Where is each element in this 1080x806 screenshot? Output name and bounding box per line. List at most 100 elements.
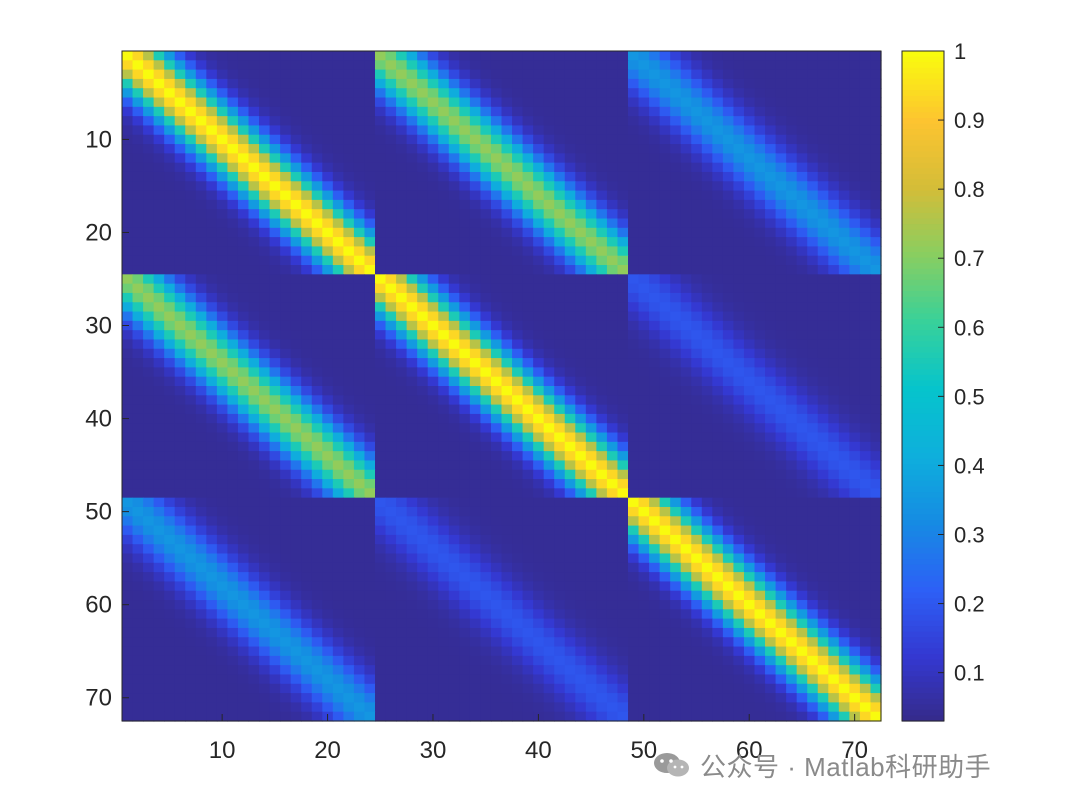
heatmap-cell (290, 460, 302, 471)
heatmap-cell (490, 451, 503, 462)
heatmap-cell (185, 479, 197, 489)
heatmap-cell (301, 255, 313, 266)
heatmap-cell (153, 311, 165, 322)
heatmap-cell (164, 69, 176, 80)
heatmap-cell (849, 283, 861, 294)
heatmap-cell (659, 441, 671, 452)
heatmap-cell (512, 348, 524, 359)
heatmap-cell (185, 637, 197, 648)
heatmap-cell (680, 78, 692, 89)
heatmap-cell (691, 367, 703, 378)
heatmap-cell (438, 525, 450, 536)
heatmap-cell (311, 162, 323, 173)
heatmap-cell (564, 199, 576, 210)
heatmap-cell (596, 488, 608, 499)
heatmap-cell (248, 302, 260, 313)
heatmap-cell (259, 637, 271, 648)
heatmap-cell (459, 404, 471, 415)
heatmap-cell (311, 246, 323, 257)
heatmap-cell (375, 320, 387, 331)
heatmap-cell (143, 469, 155, 480)
heatmap-cell (870, 292, 882, 303)
heatmap-cell (501, 460, 513, 471)
heatmap-cell (670, 413, 682, 424)
heatmap-cell (628, 600, 640, 610)
heatmap-cell (132, 516, 144, 527)
heatmap-cell (438, 274, 450, 285)
heatmap-cell (343, 413, 355, 424)
heatmap-cell (512, 153, 524, 164)
heatmap-cell (459, 181, 471, 192)
heatmap-cell (765, 367, 777, 378)
heatmap-cell (533, 348, 545, 359)
heatmap-cell (396, 404, 408, 415)
heatmap-cell (122, 348, 134, 359)
heatmap-cell (849, 562, 861, 573)
heatmap-cell (638, 134, 650, 145)
heatmap-cell (817, 218, 829, 229)
heatmap-cell (153, 227, 165, 238)
heatmap-cell (638, 581, 650, 592)
heatmap-cell (628, 181, 640, 192)
heatmap-cell (533, 78, 545, 89)
heatmap-cell (375, 460, 387, 471)
heatmap-cell (617, 171, 629, 182)
heatmap-cell (427, 683, 439, 694)
heatmap-cell (712, 506, 724, 517)
heatmap-cell (174, 525, 186, 536)
heatmap-cell (606, 320, 619, 331)
heatmap-cell (522, 171, 534, 182)
heatmap-cell (733, 413, 745, 424)
heatmap-cell (343, 320, 355, 331)
heatmap-cell (712, 497, 724, 508)
heatmap-cell (290, 386, 302, 396)
heatmap-cell (828, 116, 840, 127)
heatmap-cell (828, 348, 840, 359)
heatmap-cell (385, 106, 397, 117)
heatmap-cell (364, 162, 376, 173)
heatmap-cell (353, 683, 366, 694)
heatmap-cell (237, 637, 250, 648)
heatmap-cell (817, 562, 829, 573)
heatmap-cell (838, 534, 850, 545)
heatmap-cell (680, 330, 692, 341)
heatmap-cell (332, 413, 344, 424)
heatmap-cell (828, 646, 840, 657)
heatmap-cell (143, 590, 155, 601)
heatmap-cell (512, 665, 524, 676)
heatmap-cell (153, 265, 165, 275)
heatmap-cell (195, 339, 207, 350)
heatmap-cell (554, 423, 566, 434)
heatmap-cell (269, 553, 281, 564)
heatmap-cell (237, 413, 250, 424)
heatmap-cell (311, 655, 323, 666)
heatmap-cell (290, 488, 302, 499)
heatmap-cell (216, 162, 229, 173)
heatmap-cell (512, 506, 524, 517)
heatmap-cell (617, 572, 629, 583)
heatmap-cell (638, 441, 650, 452)
heatmap-cell (775, 367, 787, 378)
heatmap-cell (533, 590, 545, 601)
heatmap-cell (585, 665, 597, 676)
heatmap-cell (585, 255, 597, 266)
heatmap-cell (164, 283, 176, 294)
heatmap-cell (807, 125, 819, 136)
heatmap-cell (501, 441, 513, 452)
heatmap-cell (417, 618, 429, 629)
heatmap-cell (585, 162, 597, 173)
heatmap-cell (512, 199, 524, 210)
heatmap-cell (659, 516, 671, 527)
heatmap-cell (290, 320, 302, 331)
heatmap-cell (174, 413, 186, 424)
heatmap-cell (206, 181, 218, 192)
heatmap-cell (259, 562, 271, 573)
heatmap-cell (195, 516, 207, 527)
heatmap-cell (659, 348, 671, 359)
heatmap-cell (564, 246, 576, 257)
heatmap-cell (712, 655, 724, 666)
heatmap-cell (459, 302, 471, 313)
heatmap-cell (248, 320, 260, 331)
heatmap-cell (628, 320, 640, 331)
heatmap-cell (585, 97, 597, 108)
